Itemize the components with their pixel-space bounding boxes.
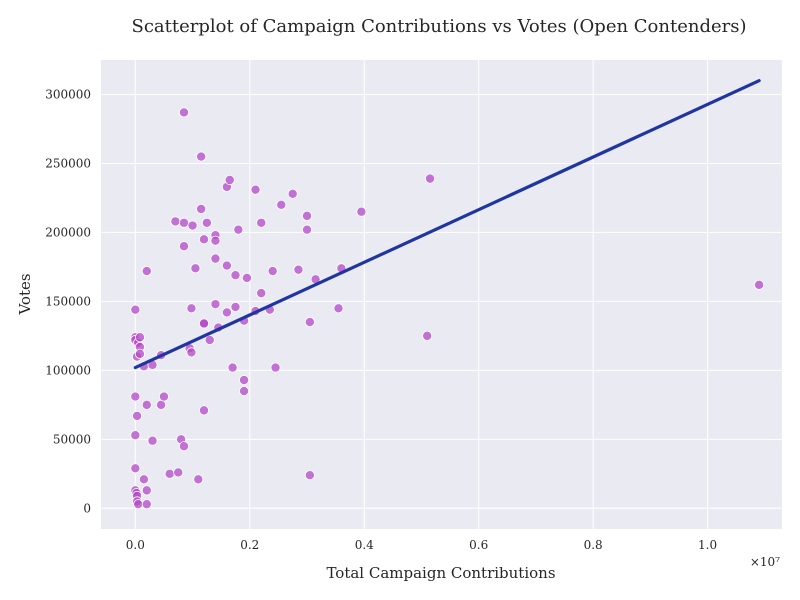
data-point: [130, 430, 141, 441]
data-point: [199, 234, 210, 245]
data-point: [256, 288, 267, 299]
x-tick-label: 0.4: [355, 538, 374, 552]
data-point: [333, 303, 344, 314]
data-point: [173, 467, 184, 478]
data-point: [158, 391, 169, 402]
data-point: [156, 399, 167, 410]
data-point: [196, 151, 207, 162]
data-point: [304, 317, 315, 328]
x-tick-label: 0.8: [584, 538, 603, 552]
data-point: [164, 468, 175, 479]
data-point: [221, 307, 232, 318]
data-point: [141, 485, 152, 496]
data-point: [210, 253, 221, 264]
data-points: [130, 107, 765, 510]
data-point: [199, 318, 210, 329]
x-axis-offset-label: ×10⁷: [750, 555, 780, 569]
data-point: [132, 410, 143, 421]
y-tick-label: 100000: [45, 363, 91, 377]
data-point: [241, 272, 252, 283]
data-point: [250, 184, 261, 195]
data-point: [230, 270, 241, 281]
data-point: [422, 330, 433, 341]
data-point: [178, 441, 189, 452]
data-point: [138, 474, 149, 485]
data-point: [186, 347, 197, 358]
data-point: [267, 266, 278, 277]
data-point: [233, 224, 244, 235]
y-tick-label: 200000: [45, 225, 91, 239]
data-point: [210, 235, 221, 246]
data-point: [224, 175, 235, 186]
data-point: [193, 474, 204, 485]
data-point: [178, 107, 189, 118]
data-point: [201, 217, 212, 228]
x-tick-label: 0.6: [469, 538, 488, 552]
data-point: [293, 264, 304, 275]
x-tick-label: 0.2: [240, 538, 259, 552]
data-point: [270, 362, 281, 373]
data-point: [196, 203, 207, 214]
data-point: [141, 266, 152, 277]
data-point: [239, 375, 250, 386]
y-axis-label: Votes: [16, 273, 34, 315]
y-tick-label: 150000: [45, 294, 91, 308]
data-point: [130, 391, 141, 402]
data-point: [304, 470, 315, 481]
data-point: [134, 332, 145, 343]
x-tick-label: 0.0: [126, 538, 145, 552]
data-point: [302, 224, 313, 235]
data-point: [230, 301, 241, 312]
data-point: [190, 263, 201, 274]
data-point: [287, 188, 298, 199]
data-point: [302, 210, 313, 221]
y-tick-label: 50000: [53, 432, 91, 446]
data-point: [276, 199, 287, 210]
data-point: [425, 173, 436, 184]
data-point: [130, 463, 141, 474]
data-point: [256, 217, 267, 228]
x-tick-label: 1.0: [698, 538, 717, 552]
x-axis-label: Total Campaign Contributions: [326, 564, 555, 582]
data-point: [187, 220, 198, 231]
y-tick-label: 250000: [45, 156, 91, 170]
regression-line-group: [133, 79, 761, 370]
data-point: [186, 303, 197, 314]
data-point: [754, 279, 765, 290]
data-point: [133, 499, 144, 510]
plot-background: [101, 60, 782, 529]
y-tick-label: 300000: [45, 87, 91, 101]
data-point: [199, 405, 210, 416]
y-tick-label: 0: [83, 501, 91, 515]
data-point: [141, 499, 152, 510]
data-point: [130, 304, 141, 315]
data-point: [141, 399, 152, 410]
data-point: [210, 299, 221, 310]
data-point: [178, 241, 189, 252]
data-point: [170, 216, 181, 227]
tick-labels: 0.0 0.2 0.4 0.6 0.8 1.0 0 50000 100000 150000 2000…: [45, 87, 717, 552]
regression-line: [133, 79, 761, 370]
data-point: [147, 435, 158, 446]
data-point: [178, 217, 189, 228]
data-point: [239, 386, 250, 397]
chart-title: Scatterplot of Campaign Contributions vs…: [131, 16, 746, 37]
data-point: [227, 362, 238, 373]
data-point: [204, 335, 215, 346]
data-point: [134, 348, 145, 359]
data-point: [356, 206, 367, 217]
data-point: [221, 260, 232, 271]
